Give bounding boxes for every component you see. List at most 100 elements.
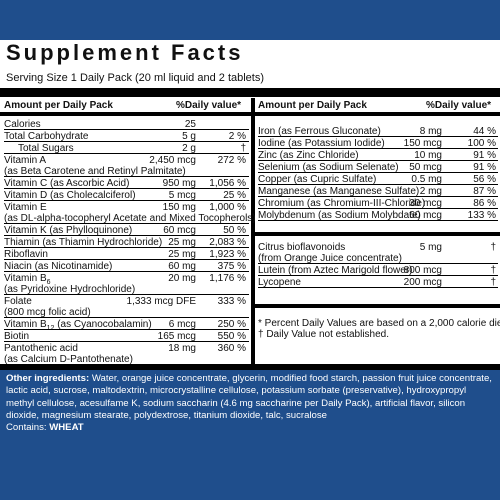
nutrient-label: Molybdenum (as Sodium Molybdate)	[258, 210, 421, 221]
nutrient-name: Riboflavin	[4, 249, 48, 260]
contains-value: WHEAT	[49, 422, 84, 433]
nutrient-dv: 87 %	[473, 186, 496, 197]
nutrient-name: Vitamin A	[4, 155, 46, 166]
nutrient-dv: 1,000 %	[209, 202, 246, 213]
nutrient-subscript: 12	[47, 325, 55, 332]
nutrient-label: Biotin	[4, 331, 30, 342]
row-divider	[4, 259, 249, 260]
nutrient-name: Copper (as Cupric Sulfate)	[258, 174, 376, 185]
nutrient-amount: 1,333 mcg DFE	[126, 296, 196, 307]
nutrient-amount: 30 mcg	[409, 198, 442, 209]
nutrient-amount: 50 mcg	[409, 162, 442, 173]
nutrient-amount: 25 mg	[168, 237, 196, 248]
contains-label: Contains:	[6, 422, 50, 433]
row-divider	[4, 141, 249, 142]
nutrient-name: Lycopene	[258, 277, 301, 288]
nutrient-amount: 800 mcg	[403, 265, 442, 276]
nutrient-amount: 950 mg	[162, 178, 196, 189]
nutrient-dv: 91 %	[473, 150, 496, 161]
nutrient-dv: 1,923 %	[209, 249, 246, 260]
nutrient-dv: †	[490, 242, 496, 253]
nutrient-label: Vitamin K (as Phylloquinone)	[4, 225, 133, 236]
nutrient-amount: 5 mcg	[168, 190, 196, 201]
row-divider	[4, 129, 249, 130]
nutrient-dv: 360 %	[217, 343, 246, 354]
nutrient-amount: 60 mcg	[163, 225, 196, 236]
nutrient-label: Manganese (as Manganese Sulfate)	[258, 186, 420, 197]
nutrient-label: Vitamin C (as Ascorbic Acid)	[4, 178, 130, 189]
nutrient-subscript: 6	[46, 279, 51, 286]
header-rule	[0, 112, 500, 116]
nutrient-sub: (as Calcium D-Pantothenate)	[4, 354, 133, 365]
row-divider	[4, 176, 249, 177]
nutrient-name: Vitamin E	[4, 202, 47, 213]
other-ingredients: Other ingredients: Water, orange juice c…	[6, 373, 496, 422]
nutrient-amount: 10 mg	[414, 150, 442, 161]
nutrient-amount: 18 mg	[168, 343, 196, 354]
nutrient-sub: (as DL-alpha-tocopheryl Acetate and Mixe…	[4, 213, 256, 224]
nutrient-label: Total Sugars	[18, 143, 74, 154]
footnote-dagger: † Daily Value not established.	[258, 329, 390, 340]
top-band	[0, 0, 500, 40]
ingredients-band	[0, 370, 500, 500]
row-divider	[4, 317, 249, 318]
row-divider	[258, 148, 498, 149]
row-divider	[4, 329, 249, 330]
nutrient-label: Thiamin (as Thiamin Hydrochloride)	[4, 237, 163, 248]
other-ingredients-label: Other ingredients:	[6, 373, 90, 384]
nutrient-name: Chromium (as Chromium-III-Chloride)	[258, 198, 425, 209]
row-divider	[258, 160, 498, 161]
footnote-dv: * Percent Daily Values are based on a 2,…	[258, 318, 500, 329]
section-rule	[255, 304, 500, 308]
nutrient-label: Folate	[4, 296, 32, 307]
nutrient-name: Folate	[4, 296, 32, 307]
nutrient-label: Vitamin A	[4, 155, 47, 166]
nutrient-amount: 8 mg	[419, 126, 442, 137]
nutrient-dv: 25 %	[223, 190, 246, 201]
row-divider	[4, 188, 249, 189]
nutrient-label: Selenium (as Sodium Selenate)	[258, 162, 399, 173]
row-divider	[4, 235, 249, 236]
row-divider	[258, 136, 498, 137]
nutrient-dv: 375 %	[217, 261, 246, 272]
nutrient-dv: †	[490, 265, 496, 276]
row-divider	[258, 287, 498, 288]
nutrient-amount: 2 g	[182, 143, 196, 154]
nutrient-amount: 0.5 mg	[411, 174, 442, 185]
nutrient-label: Total Carbohydrate	[4, 131, 89, 142]
row-divider	[4, 341, 249, 342]
row-divider	[258, 196, 498, 197]
facts-title: Supplement Facts	[6, 40, 244, 65]
nutrient-dv: 44 %	[473, 126, 496, 137]
nutrient-dv: 272 %	[217, 155, 246, 166]
left-dv-header: %Daily value*	[176, 100, 242, 111]
thick-rule	[0, 88, 500, 97]
nutrient-dv: 50 %	[223, 225, 246, 236]
nutrient-name: Niacin (as Nicotinamide)	[4, 261, 112, 272]
nutrient-dv: 86 %	[473, 198, 496, 209]
nutrient-amount: 150 mg	[162, 202, 196, 213]
bottom-rule	[0, 364, 500, 370]
nutrient-name: Pantothenic acid	[4, 343, 78, 354]
nutrient-label: Vitamin E	[4, 202, 47, 213]
nutrient-name: Vitamin B12 (as Cyanocobalamin)	[4, 319, 152, 334]
nutrient-name: Biotin	[4, 331, 29, 342]
nutrient-name: Manganese (as Manganese Sulfate)	[258, 186, 419, 197]
nutrient-name: Molybdenum (as Sodium Molybdate)	[258, 210, 421, 221]
nutrient-name: Total Sugars	[18, 143, 74, 154]
nutrient-amount: 60 mg	[168, 261, 196, 272]
nutrient-dv: 1,056 %	[209, 178, 246, 189]
row-divider	[4, 223, 249, 224]
nutrient-dv: 250 %	[217, 319, 246, 330]
nutrient-amount: 5 mg	[419, 242, 442, 253]
nutrient-amount: 165 mcg	[157, 331, 196, 342]
nutrient-dv: †	[490, 277, 496, 288]
row-divider	[4, 294, 249, 295]
nutrient-label: Iron (as Ferrous Gluconate)	[258, 126, 381, 137]
nutrient-dv: 1,176 %	[209, 273, 246, 284]
nutrient-name: Selenium (as Sodium Selenate)	[258, 162, 399, 173]
row-divider	[4, 153, 249, 154]
nutrient-label: Chromium (as Chromium-III-Chloride)	[258, 198, 426, 209]
nutrient-dv: 333 %	[217, 296, 246, 307]
nutrient-name: Vitamin D (as Cholecalciferol)	[4, 190, 136, 201]
